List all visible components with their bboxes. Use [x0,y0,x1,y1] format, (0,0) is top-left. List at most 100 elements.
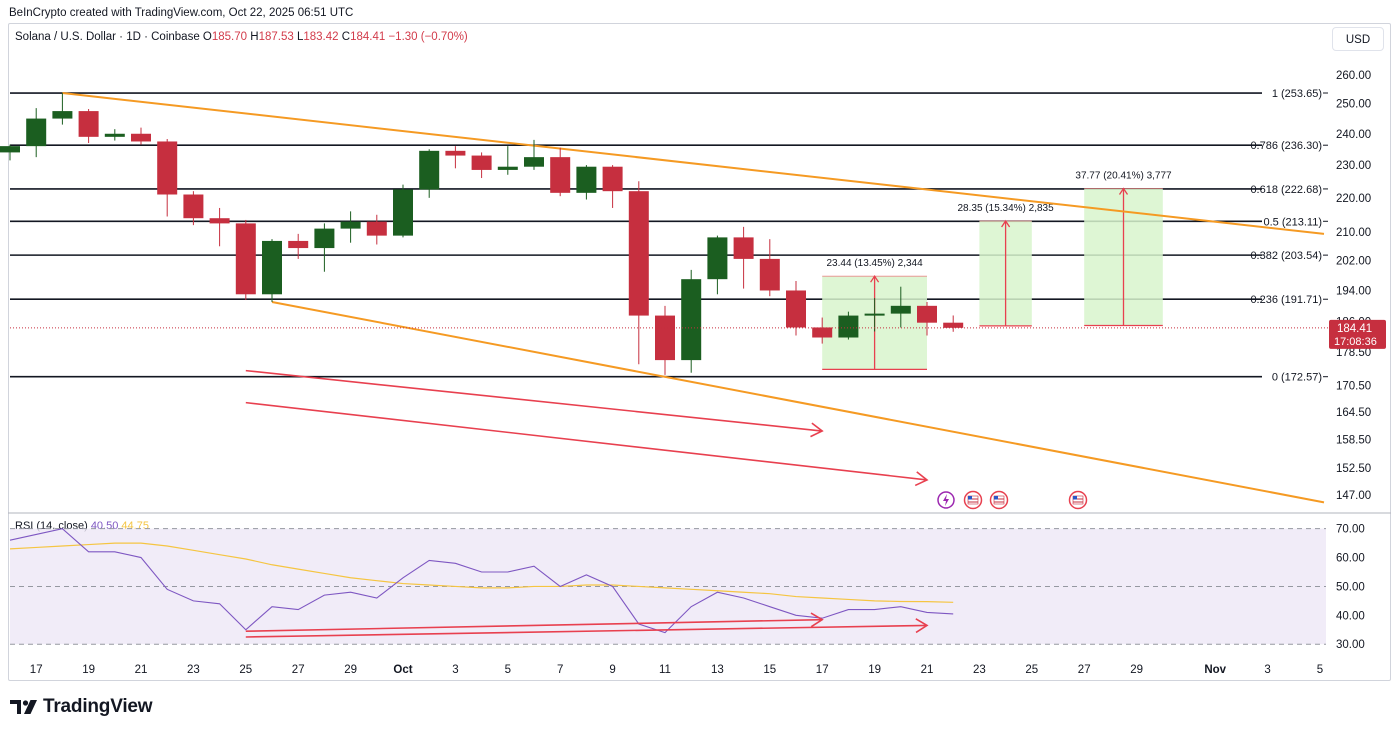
ohlc-open: O185.70 [202,31,248,43]
us-flag-event-icon-canton [994,496,998,500]
candle-body [314,228,335,249]
candle-body [550,157,571,193]
chart-credit: BeInCrypto created with TradingView.com,… [9,7,354,19]
candle-body [78,111,99,137]
price-badge-countdown: 17:08:36 [1334,336,1377,348]
rsi-axis-label: 40.00 [1336,610,1365,622]
price-arrow-head [810,422,824,438]
candle-body [26,118,47,147]
candle-body [864,313,885,316]
us-flag-event-icon-canton [968,496,972,500]
lightning-event-icon-glyph [943,494,949,506]
time-axis-label: 9 [609,664,615,676]
rsi-divergence-arrow-head [810,612,824,628]
candle-body [262,240,282,295]
rsi-axis-label: 60.00 [1336,553,1365,565]
time-axis-label: 25 [1025,664,1038,676]
time-axis-label: 25 [239,664,252,676]
candle-body [52,111,73,119]
candle-body [838,315,859,338]
candle-body [786,290,806,328]
price-arrow-shaft [245,401,928,481]
price-arrow-head [914,471,929,487]
candle-body [733,237,754,259]
time-axis-label: 23 [973,664,986,676]
fib-level-label: 0.236 (191.71) [1250,294,1322,306]
time-axis-label: 17 [30,664,43,676]
candle-body [812,327,833,338]
candle-body [288,240,309,249]
price-axis-label: 240.00 [1336,129,1371,141]
rsi-axis-label: 30.00 [1336,639,1365,651]
candle-body [602,166,623,192]
us-flag-event-icon-canton [1073,496,1077,500]
time-axis-label: 7 [557,664,563,676]
candle-body [524,157,544,167]
price-axis-label: 210.00 [1336,227,1371,239]
candle-body [497,166,518,170]
candle-body [157,141,178,195]
candle-body [235,223,256,295]
time-axis-label: 5 [505,664,511,676]
rsi-ma-line [9,542,954,603]
price-badge-value: 184.41 [1337,323,1372,335]
candle-body [393,189,413,236]
candle-body [890,305,911,314]
time-axis-label: 29 [344,664,357,676]
time-axis-label: 19 [82,664,95,676]
rsi-divergence-arrow-shaft [245,624,928,638]
candle-body [917,305,937,323]
candle-body [576,166,597,193]
price-badge [1329,319,1386,349]
fib-level-label: 0.618 (222.68) [1250,184,1322,196]
candle-body [183,194,204,219]
rsi-divergence-arrow-head [915,618,929,634]
candle-body [104,133,125,137]
fib-level-label: 1 (253.65) [1272,88,1322,100]
time-axis-label: 13 [711,664,724,676]
us-flag-event-icon-flag [967,495,979,505]
projection-label: 23.44 (13.45%) 2,344 [827,258,924,269]
trendline [271,300,1325,504]
price-arrow-shaft [245,369,823,432]
candle-body [943,322,964,328]
rsi-line [9,528,954,634]
candle-body [445,150,466,156]
time-axis-label: 21 [921,664,934,676]
fib-level-label: 0 (172.57) [1272,372,1322,384]
us-flag-event-icon-flag [993,495,1005,505]
candle-body [471,155,492,170]
candle-body [681,279,702,361]
price-axis-label: 164.50 [1336,407,1371,419]
tradingview-logo-icon [10,698,38,720]
chart-frame [8,23,1391,681]
price-axis-label: 170.50 [1336,381,1371,393]
price-axis-label: 178.50 [1336,347,1371,359]
rsi-divergence-arrow-shaft [245,618,823,633]
projection-label: 37.77 (20.41%) 3,777 [1075,171,1172,182]
time-axis-label: 17 [816,664,829,676]
projection-arrow-head [1118,187,1129,195]
time-axis-label: 3 [452,664,458,676]
currency-button[interactable]: USD [1332,27,1384,51]
price-change: −1.30 (−0.70%) [388,31,468,43]
candle-body [419,150,440,190]
time-axis-label: 23 [187,664,200,676]
projection-arrow-head [1001,219,1011,228]
tradingview-logo: TradingView [10,696,153,720]
fib-level-label: 0.382 (203.54) [1250,250,1322,262]
time-axis-label: 11 [659,664,671,676]
price-axis-label: 194.00 [1336,285,1371,297]
time-axis-label: Nov [1204,664,1226,676]
trendline [62,92,1325,235]
fib-level-label: 0.786 (236.30) [1250,140,1322,152]
price-axis-label: 250.00 [1336,99,1371,111]
time-axis-label: 19 [868,664,881,676]
symbol-legend[interactable]: Solana / U.S. Dollar · 1D · Coinbase O18… [15,31,468,43]
candle-body [655,315,675,361]
price-axis-label: 220.00 [1336,193,1371,205]
price-axis-label: 230.00 [1336,160,1371,172]
ohlc-close: C184.41 [341,31,386,43]
price-axis-label: 260.00 [1336,70,1371,82]
